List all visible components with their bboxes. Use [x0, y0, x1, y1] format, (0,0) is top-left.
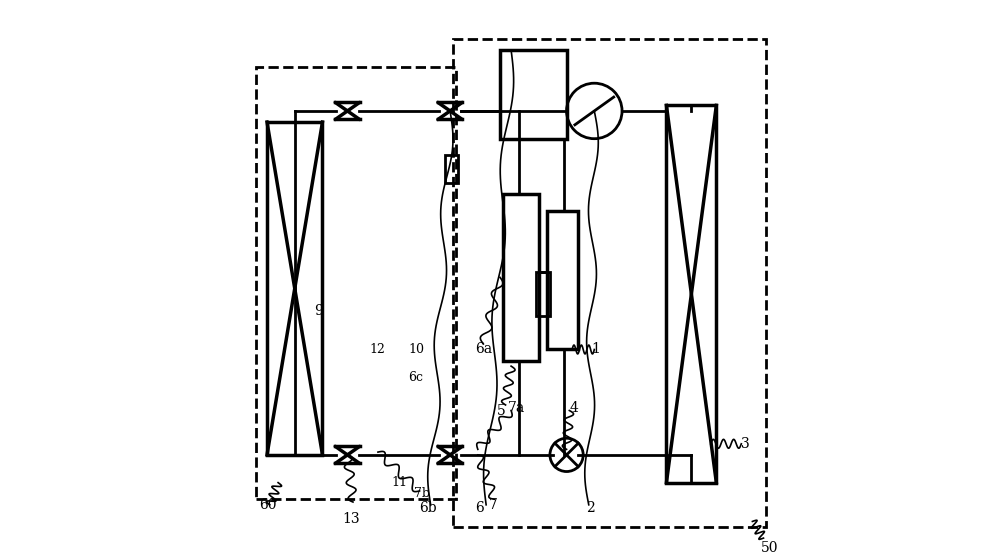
Text: 3: 3	[741, 437, 750, 451]
Text: 4: 4	[569, 401, 578, 415]
Text: 6b: 6b	[420, 501, 437, 514]
Text: 2: 2	[586, 501, 595, 514]
Text: 6: 6	[475, 501, 484, 514]
Text: 9: 9	[314, 304, 323, 318]
Text: 11: 11	[392, 476, 408, 489]
Text: 10: 10	[408, 343, 424, 356]
Text: 6a: 6a	[475, 343, 492, 357]
Text: 60: 60	[259, 498, 276, 512]
Text: 12: 12	[370, 343, 386, 356]
Text: 1: 1	[592, 343, 600, 357]
Text: 7a: 7a	[508, 401, 526, 415]
Text: 7: 7	[489, 498, 498, 512]
Text: 13: 13	[342, 512, 360, 526]
Text: 7b: 7b	[414, 487, 430, 500]
Text: 5: 5	[497, 403, 506, 417]
Text: 6c: 6c	[408, 371, 423, 384]
Text: 50: 50	[761, 541, 778, 555]
